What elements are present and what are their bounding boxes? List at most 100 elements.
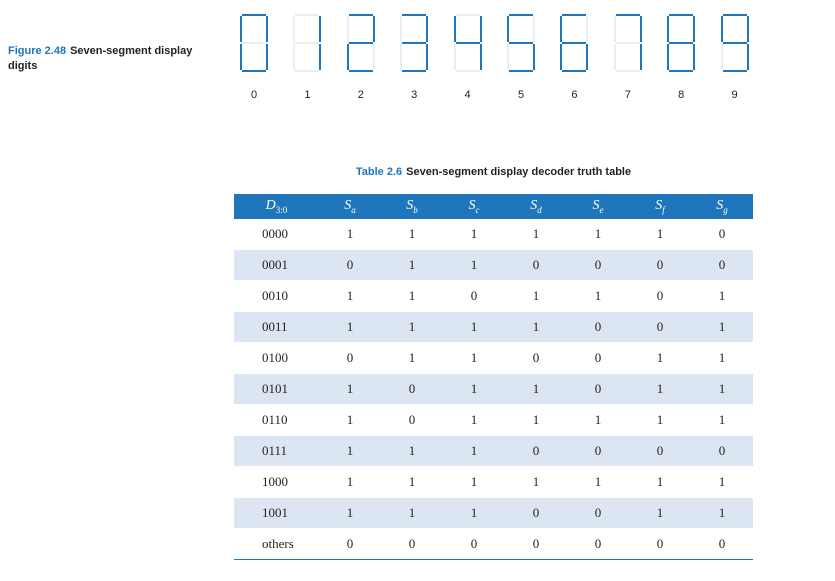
output-cell: 1 xyxy=(629,373,691,405)
digit-label: 3 xyxy=(411,89,418,101)
output-cell: 0 xyxy=(691,249,753,281)
digit-label: 6 xyxy=(571,89,578,101)
output-cell: 1 xyxy=(567,466,629,498)
truth-table-header: D3:0 Sa Sb Sc Sd Se Sf Sg xyxy=(234,194,753,219)
output-cell: 1 xyxy=(691,497,753,529)
output-cell: 0 xyxy=(381,528,443,560)
digit-1: 1 xyxy=(292,14,322,104)
output-cell: 0 xyxy=(443,280,505,312)
digit-3: 3 xyxy=(399,14,429,104)
output-cell: 0 xyxy=(691,219,753,250)
input-cell: 0110 xyxy=(234,404,319,436)
table-title: Seven-segment display decoder truth tabl… xyxy=(406,166,632,178)
header-subscript: 3:0 xyxy=(275,204,288,215)
output-cell: 1 xyxy=(319,280,381,312)
output-cell: 1 xyxy=(443,373,505,405)
header-cell: Sd xyxy=(505,194,567,219)
digit-0: 0 xyxy=(239,14,269,104)
header-cell: Sf xyxy=(629,194,691,219)
header-cell: Sg xyxy=(691,194,753,219)
input-cell: 0111 xyxy=(234,435,319,467)
input-cell: 0011 xyxy=(234,311,319,343)
output-cell: 1 xyxy=(319,373,381,405)
digit-2: 2 xyxy=(346,14,376,104)
output-cell: 0 xyxy=(319,249,381,281)
output-cell: 1 xyxy=(691,280,753,312)
seven-segment-display xyxy=(720,14,749,72)
input-cell: 0001 xyxy=(234,249,319,281)
output-cell: 1 xyxy=(691,373,753,405)
header-cell: D3:0 xyxy=(234,194,319,219)
input-cell: others xyxy=(234,528,319,560)
table-row: 1000 1 1 1 1 1 1 1 xyxy=(234,466,753,498)
output-cell: 0 xyxy=(505,342,567,374)
header-subscript: e xyxy=(599,204,604,215)
output-cell: 1 xyxy=(443,342,505,374)
output-cell: 1 xyxy=(319,404,381,436)
input-cell: 1001 xyxy=(234,497,319,529)
table-row: 0010 1 1 0 1 1 0 1 xyxy=(234,280,753,312)
output-cell: 0 xyxy=(629,435,691,467)
truth-table-body: 0000 1 1 1 1 1 1 0 0001 0 1 1 0 0 0 0 0010 1 1 0 1 1 0 1 0011 1 1 1… xyxy=(234,219,753,560)
table-caption: Table 2.6 Seven-segment display decoder t… xyxy=(234,166,753,178)
digit-6: 6 xyxy=(559,14,589,104)
output-cell: 0 xyxy=(629,311,691,343)
output-cell: 1 xyxy=(381,342,443,374)
output-cell: 1 xyxy=(381,219,443,250)
output-cell: 0 xyxy=(381,404,443,436)
seven-segment-display xyxy=(400,14,429,72)
seven-segment-display xyxy=(613,14,642,72)
header-symbol: S xyxy=(406,198,414,214)
digit-label: 4 xyxy=(464,89,471,101)
output-cell: 1 xyxy=(319,466,381,498)
output-cell: 1 xyxy=(505,219,567,250)
header-subscript: b xyxy=(413,204,418,215)
digit-label: 1 xyxy=(304,89,311,101)
digit-label: 5 xyxy=(517,89,525,101)
seven-segment-display xyxy=(293,14,322,72)
header-subscript: d xyxy=(537,204,542,215)
figure-title: Seven-segment display digits xyxy=(8,45,193,72)
output-cell: 1 xyxy=(443,219,505,250)
output-cell: 1 xyxy=(691,404,753,436)
output-cell: 0 xyxy=(319,528,381,560)
digit-5: 5 xyxy=(506,14,536,104)
header-symbol: S xyxy=(592,198,600,214)
input-cell: 0101 xyxy=(234,373,319,405)
output-cell: 1 xyxy=(319,435,381,467)
seven-segment-display xyxy=(560,14,589,72)
output-cell: 1 xyxy=(443,311,505,343)
table-row: 0101 1 0 1 1 0 1 1 xyxy=(234,373,753,405)
output-cell: 1 xyxy=(629,497,691,529)
output-cell: 1 xyxy=(319,497,381,529)
table-row: 0000 1 1 1 1 1 1 0 xyxy=(234,219,753,250)
header-cell: Sc xyxy=(443,194,505,219)
header-cell: Se xyxy=(567,194,629,219)
output-cell: 0 xyxy=(691,435,753,467)
output-cell: 1 xyxy=(629,342,691,374)
digit-8: 8 xyxy=(666,14,696,104)
table-row: 1001 1 1 1 0 0 1 1 xyxy=(234,497,753,529)
digit-label: 7 xyxy=(624,89,631,101)
output-cell: 0 xyxy=(567,311,629,343)
input-cell: 0010 xyxy=(234,280,319,312)
output-cell: 1 xyxy=(443,435,505,467)
seven-segment-display xyxy=(507,14,535,72)
digit-label: 8 xyxy=(678,89,685,101)
digit-4: 4 xyxy=(453,14,483,104)
output-cell: 0 xyxy=(505,497,567,529)
output-cell: 1 xyxy=(381,435,443,467)
output-cell: 1 xyxy=(319,311,381,343)
output-cell: 0 xyxy=(691,528,753,560)
header-symbol: S xyxy=(468,198,476,214)
output-cell: 1 xyxy=(381,280,443,312)
figure-caption: Figure 2.48 Seven-segment display digits xyxy=(8,44,193,74)
table-label: Table 2.6 xyxy=(355,166,403,178)
digit-9: 9 xyxy=(720,14,750,104)
table-row: 0111 1 1 1 0 0 0 0 xyxy=(234,435,753,467)
table-row: others 0 0 0 0 0 0 0 xyxy=(234,528,753,560)
output-cell: 1 xyxy=(691,311,753,343)
table-row: 0011 1 1 1 1 0 0 1 xyxy=(234,311,753,343)
output-cell: 1 xyxy=(567,404,629,436)
output-cell: 0 xyxy=(505,435,567,467)
